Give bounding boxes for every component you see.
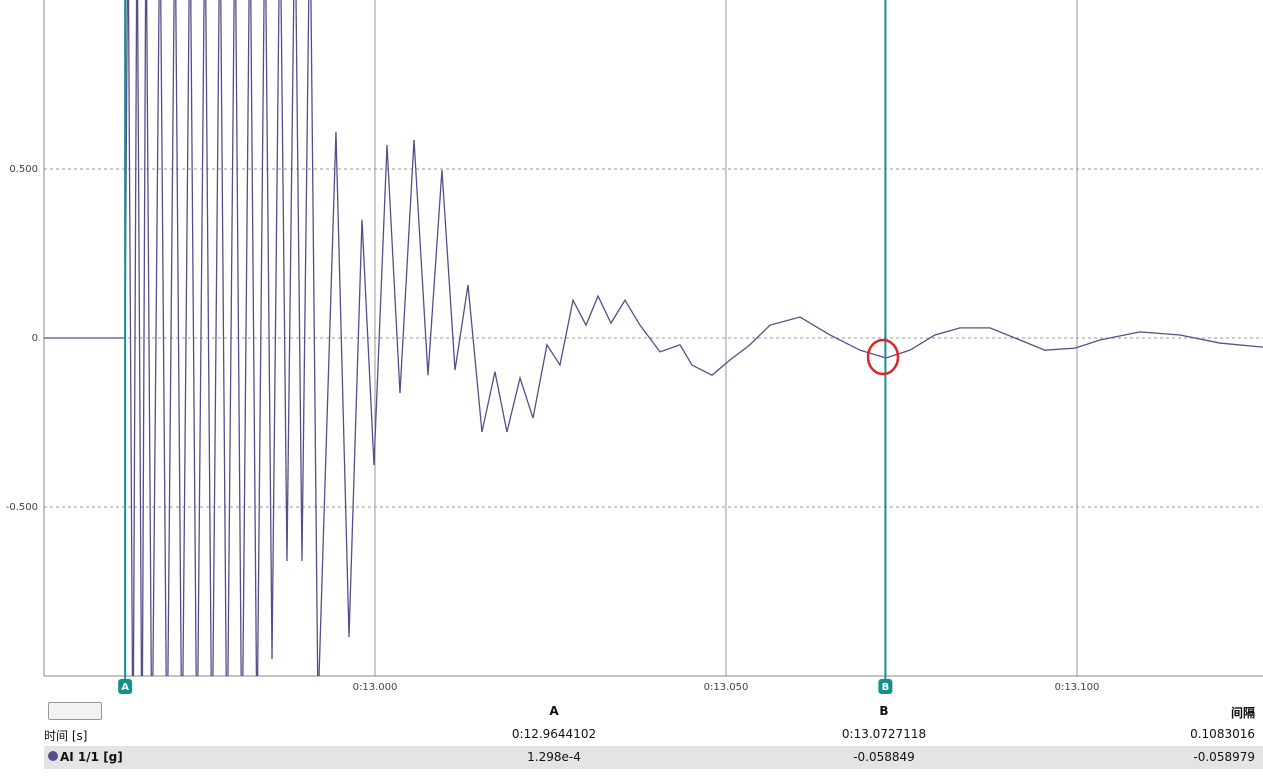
cursor-handle [118, 679, 133, 694]
highlight-circle [866, 338, 900, 376]
header-cell: 间隔 [1230, 706, 1255, 720]
cell: 1.298e-4 [527, 750, 581, 764]
row-label: AI 1/1 [g] [48, 750, 123, 764]
row-label: 时间 [s] [44, 729, 88, 743]
header-cell: B [879, 704, 889, 718]
cursor-label: B [882, 682, 890, 693]
y-tick-label: -0.500 [6, 502, 38, 513]
copy-button[interactable] [48, 702, 102, 720]
cell: 0.1083016 [1190, 727, 1255, 741]
x-tick-label: 0:13.000 [353, 682, 398, 693]
cell: 0:13.0727118 [841, 727, 927, 741]
x-tick-label: 0:13.050 [704, 682, 749, 693]
channel-name: AI 1/1 [g] [60, 750, 123, 764]
waveform [44, 0, 1263, 676]
table-row: 时间 [s] 0:12.9644102 0:13.0727118 0.10830… [44, 723, 1263, 746]
y-tick-label: 0 [32, 333, 38, 344]
cell: -0.058979 [1193, 750, 1255, 764]
y-tick-label: 0.500 [9, 164, 38, 175]
cursor-handle [878, 679, 893, 694]
x-tick-label: 0:13.100 [1055, 682, 1100, 693]
header-cell: A [549, 704, 559, 718]
chart: A B 0.500 0 -0.500 0:13.000 0:13.050 0:13.100 [6, 0, 1263, 694]
channel-dot [48, 751, 58, 761]
cursor-table: A B 间隔 时间 [s] 0:12.9644102 0:13.0727118 … [44, 700, 1263, 769]
table-row: AI 1/1 [g] 1.298e-4 -0.058849 -0.058979 [44, 746, 1263, 769]
cell: -0.058849 [853, 750, 915, 764]
table-header: A B 间隔 [44, 700, 1263, 723]
cell: 0:12.9644102 [511, 727, 597, 741]
cursor-label: A [121, 682, 129, 693]
